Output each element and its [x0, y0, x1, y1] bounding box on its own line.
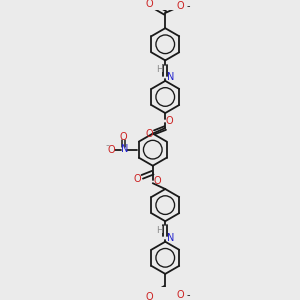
Text: N: N: [167, 72, 174, 82]
Text: O: O: [146, 292, 154, 300]
Text: O: O: [177, 290, 184, 300]
Text: O: O: [134, 174, 141, 184]
Text: O: O: [177, 1, 184, 11]
Text: O: O: [146, 129, 154, 140]
Text: H: H: [156, 226, 163, 235]
Text: O: O: [146, 0, 154, 9]
Text: H: H: [156, 65, 163, 74]
Text: N: N: [167, 233, 174, 243]
Text: N: N: [122, 144, 129, 154]
Text: O: O: [165, 116, 173, 125]
Text: O: O: [107, 145, 115, 155]
Text: -: -: [187, 290, 190, 300]
Text: O: O: [120, 132, 127, 142]
Text: O: O: [153, 176, 161, 186]
Text: ⁻: ⁻: [105, 142, 109, 152]
Text: -: -: [187, 1, 190, 11]
